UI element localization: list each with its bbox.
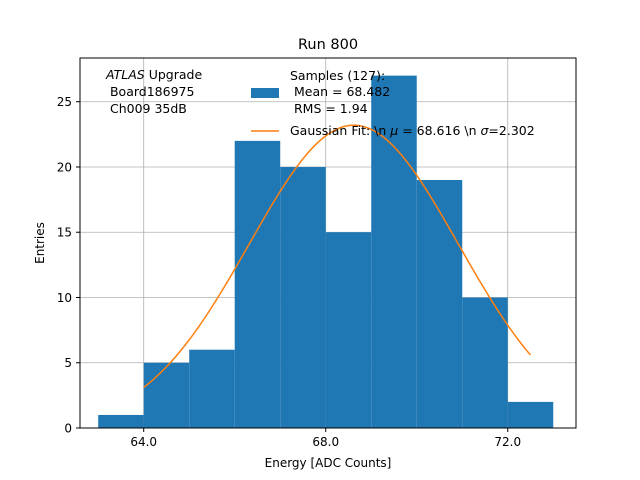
legend-fit-label: Gaussian Fit: \n μ = 68.616 \n σ=2.302 bbox=[290, 123, 535, 138]
plot-frame bbox=[79, 57, 577, 429]
x-tick-label: 68.0 bbox=[312, 435, 339, 449]
histogram-bar bbox=[98, 414, 144, 428]
y-tick-label: 5 bbox=[64, 356, 72, 370]
legend: Samples (127): Mean = 68.482 RMS = 1.94 … bbox=[251, 68, 535, 138]
chart-title: Run 800 bbox=[298, 37, 358, 53]
atlas-label: ATLAS bbox=[105, 67, 145, 82]
legend-fit-mu-value: = 68.616 \n bbox=[398, 123, 480, 138]
legend-samples-title: Samples (127): bbox=[290, 68, 385, 83]
histogram-bar bbox=[507, 401, 554, 428]
gaussian-fit-curve bbox=[143, 124, 532, 389]
y-axis-ticks: 0 5 10 15 20 25 bbox=[57, 95, 80, 436]
y-tick-label: 25 bbox=[57, 95, 72, 109]
histogram-bar bbox=[416, 180, 463, 428]
y-tick-label: 15 bbox=[57, 226, 72, 240]
upgrade-label: Upgrade bbox=[145, 67, 203, 82]
histogram-bars bbox=[98, 75, 554, 429]
y-tick-label: 20 bbox=[57, 160, 72, 174]
annotation-line-1: ATLAS Upgrade bbox=[105, 67, 202, 82]
y-tick-label: 10 bbox=[57, 291, 72, 305]
legend-fit-sigma-value: =2.302 bbox=[488, 123, 534, 138]
annotation-board: Board186975 bbox=[106, 84, 194, 99]
legend-fit-prefix: Gaussian Fit: \n bbox=[290, 123, 390, 138]
legend-fit-mu-symbol: μ bbox=[389, 123, 398, 138]
x-axis-label: Energy [ADC Counts] bbox=[265, 456, 392, 470]
legend-rms: RMS = 1.94 bbox=[290, 101, 368, 116]
histogram-bar bbox=[462, 297, 508, 428]
y-tick-label: 0 bbox=[64, 422, 72, 436]
x-tick-label: 72.0 bbox=[494, 435, 521, 449]
x-axis-ticks: 64.0 68.0 72.0 bbox=[130, 428, 521, 449]
histogram-bar bbox=[280, 166, 326, 429]
y-axis-label: Entries bbox=[33, 222, 47, 264]
annotation-channel: Ch009 35dB bbox=[106, 101, 187, 116]
x-tick-label: 64.0 bbox=[130, 435, 157, 449]
histogram-bar bbox=[143, 362, 190, 428]
legend-samples-swatch bbox=[251, 88, 279, 98]
legend-fit-sigma-symbol: σ bbox=[480, 123, 489, 138]
histogram-bar bbox=[189, 349, 235, 428]
legend-mean: Mean = 68.482 bbox=[290, 84, 390, 99]
histogram-bar bbox=[234, 140, 281, 428]
info-annotation: ATLAS Upgrade Board186975 Ch009 35dB bbox=[105, 67, 202, 116]
histogram-bar bbox=[325, 232, 372, 428]
